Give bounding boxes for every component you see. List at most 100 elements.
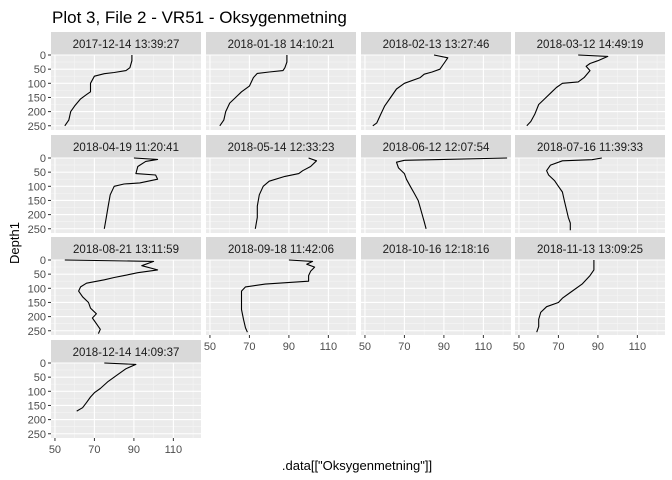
- panel-background: [206, 55, 356, 130]
- series-line: [372, 54, 449, 127]
- panel-background: [51, 363, 201, 438]
- facet-strip: [361, 237, 511, 260]
- y-tick-label: 150: [28, 297, 46, 309]
- facet-strip-label: 2018-01-18 14:10:21: [228, 39, 335, 51]
- y-tick-label: 250: [28, 326, 46, 338]
- x-tick-label: 70: [552, 341, 564, 353]
- y-tick-label: 250: [28, 224, 46, 236]
- y-tick-label: 250: [28, 429, 46, 441]
- y-tick-label: 50: [34, 269, 46, 281]
- y-tick-label: 100: [28, 283, 46, 295]
- x-tick-label: 90: [283, 341, 295, 353]
- facet-strip: [515, 32, 665, 55]
- y-tick-label: 0: [40, 255, 46, 267]
- facet-strip-label: 2018-11-13 13:09:25: [537, 244, 643, 256]
- y-tick-label: 50: [34, 167, 46, 179]
- facet-strip-label: 2018-10-16 12:18:16: [383, 244, 490, 256]
- facet-strip: [206, 135, 356, 158]
- facet-strip: [361, 32, 511, 55]
- x-tick-label: 50: [204, 341, 216, 353]
- y-tick-label: 50: [34, 64, 46, 76]
- x-axis-title: .data[["Oksygenmetning"]]: [282, 458, 432, 473]
- facet-panel: 2018-05-14 12:33:23: [206, 135, 356, 233]
- facet-panel: 2018-01-18 14:10:21: [206, 32, 356, 130]
- y-tick-label: 0: [40, 153, 46, 165]
- y-tick-label: 100: [28, 181, 46, 193]
- facet-panel: 2018-08-21 13:11:59 0 50 100 150 200 250: [28, 237, 201, 338]
- facet-panel: 2018-04-19 11:20:41 0 50 100 150 200 250: [28, 135, 201, 236]
- facet-panel: 2017-12-14 13:39:27 0 50 100 150 200 250: [28, 32, 201, 133]
- y-tick-label: 200: [28, 312, 46, 324]
- facet-strip-label: 2018-04-19 11:20:41: [73, 142, 179, 154]
- facet-panel: 2018-11-13 13:09:25 50 70 90 110: [513, 237, 665, 353]
- y-tick-label: 200: [28, 210, 46, 222]
- panel-background: [361, 55, 511, 130]
- facet-strip: [515, 135, 665, 158]
- y-tick-label: 150: [28, 195, 46, 207]
- facet-strip: [206, 32, 356, 55]
- facet-strip: [361, 135, 511, 158]
- series-line: [76, 362, 137, 412]
- x-tick-label: 70: [398, 341, 410, 353]
- x-tick-label: 110: [165, 444, 183, 456]
- facet-panel: 2018-06-12 12:07:54: [361, 135, 511, 233]
- facet-strip: [51, 32, 201, 55]
- y-tick-label: 100: [28, 386, 46, 398]
- series-line: [240, 259, 316, 333]
- facet-strip: [206, 237, 356, 260]
- series-line: [64, 55, 133, 127]
- y-axis-title: Depth1: [7, 222, 22, 264]
- facet-strip-label: 2018-03-12 14:49:19: [537, 39, 644, 51]
- series-line: [536, 260, 595, 333]
- facet-panel: 2018-10-16 12:18:16 50 70 90 110: [359, 237, 511, 353]
- facet-strip-label: 2018-07-16 11:39:33: [537, 142, 643, 154]
- y-tick-label: 0: [40, 50, 46, 62]
- series-line: [395, 157, 508, 229]
- panel-background: [51, 55, 201, 130]
- facet-panel: 2018-07-16 11:39:33: [515, 135, 665, 233]
- y-tick-label: 150: [28, 92, 46, 104]
- x-tick-label: 90: [592, 341, 604, 353]
- x-tick-label: 110: [629, 341, 647, 353]
- y-tick-label: 250: [28, 121, 46, 133]
- y-tick-label: 50: [34, 372, 46, 384]
- facet-strip: [51, 135, 201, 158]
- panel-background: [51, 260, 201, 335]
- x-tick-label: 50: [513, 341, 525, 353]
- series-line: [546, 157, 602, 231]
- series-line: [64, 259, 159, 334]
- facet-strip-label: 2018-09-18 11:42:06: [228, 244, 334, 256]
- x-tick-label: 110: [320, 341, 338, 353]
- facet-strip-label: 2018-12-14 14:09:37: [73, 347, 180, 359]
- y-tick-label: 200: [28, 107, 46, 119]
- series-line: [103, 157, 159, 229]
- panel-background: [206, 260, 356, 335]
- x-tick-label: 90: [438, 341, 450, 353]
- panel-background: [206, 158, 356, 233]
- chart-title: Plot 3, File 2 - VR51 - Oksygenmetning: [52, 8, 347, 27]
- y-tick-label: 150: [28, 400, 46, 412]
- facet-strip-label: 2018-06-12 12:07:54: [383, 142, 490, 154]
- x-tick-label: 50: [49, 444, 61, 456]
- facet-panel: 2018-03-12 14:49:19: [515, 32, 665, 130]
- x-tick-label: 70: [88, 444, 100, 456]
- panel-background: [361, 260, 511, 335]
- facet-panel: 2018-09-18 11:42:06 50 70 90 110: [204, 237, 356, 353]
- facet-strip-label: 2018-05-14 12:33:23: [228, 142, 335, 154]
- facet-strip-label: 2017-12-14 13:39:27: [73, 39, 180, 51]
- y-tick-label: 200: [28, 415, 46, 427]
- panel-background: [515, 55, 665, 130]
- series-line: [254, 157, 318, 229]
- facet-strip: [51, 237, 201, 260]
- series-line: [526, 54, 609, 127]
- facet-panels: 2017-12-14 13:39:270501001502002502018-0…: [28, 32, 665, 456]
- y-tick-label: 100: [28, 78, 46, 90]
- x-tick-label: 70: [243, 341, 255, 353]
- series-line: [219, 55, 288, 127]
- y-tick-label: 0: [40, 358, 46, 370]
- facet-strip: [51, 340, 201, 363]
- facet-strip: [515, 237, 665, 260]
- facet-strip-label: 2018-02-13 13:27:46: [383, 39, 490, 51]
